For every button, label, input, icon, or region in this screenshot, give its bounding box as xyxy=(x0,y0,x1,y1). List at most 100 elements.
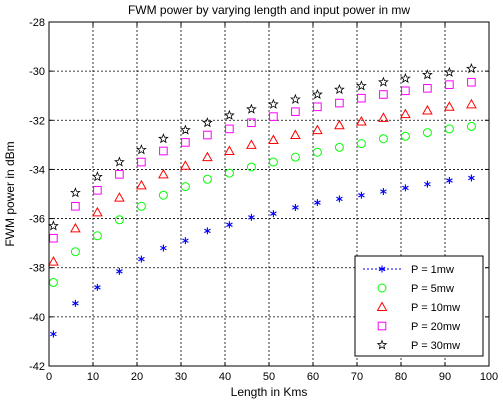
data-point xyxy=(136,144,147,155)
data-point xyxy=(424,180,431,188)
x-tick-label: 50 xyxy=(263,371,275,383)
data-point xyxy=(114,192,125,202)
data-point xyxy=(202,117,213,128)
data-point xyxy=(334,142,344,152)
series-5 xyxy=(48,63,477,231)
series-4 xyxy=(49,77,476,243)
marker-stroke xyxy=(94,285,101,290)
data-point xyxy=(158,133,169,144)
legend: P = 1mw P = 5mw P = 10mw P = 20mw P = 30mw xyxy=(354,255,484,357)
data-point xyxy=(92,231,102,241)
marker-stroke xyxy=(50,331,57,337)
data-point xyxy=(270,210,277,218)
marker-stroke xyxy=(204,228,211,234)
data-point xyxy=(116,267,123,275)
data-point xyxy=(312,88,323,100)
marker-stroke xyxy=(336,196,343,202)
marker-stroke xyxy=(378,266,386,272)
data-point xyxy=(380,188,387,196)
legend-marker xyxy=(377,283,387,293)
data-point xyxy=(422,128,432,138)
data-point xyxy=(336,195,343,203)
data-point xyxy=(268,134,279,144)
x-tick-label: 40 xyxy=(219,371,231,383)
marker-stroke xyxy=(358,193,365,198)
data-point xyxy=(246,162,256,172)
y-tick-label: -42 xyxy=(29,361,45,373)
data-point xyxy=(136,201,146,211)
y-axis-title: FWM power in dBm xyxy=(3,141,17,246)
legend-marker xyxy=(377,321,387,331)
data-point xyxy=(204,227,211,235)
data-point xyxy=(356,115,367,126)
x-tick-label: 70 xyxy=(351,371,363,383)
data-point xyxy=(70,222,81,233)
marker-stroke xyxy=(446,178,453,183)
data-point xyxy=(444,124,454,134)
data-point xyxy=(444,66,455,77)
data-point xyxy=(71,201,80,211)
data-point xyxy=(466,121,476,131)
data-point xyxy=(400,131,410,141)
data-point xyxy=(159,146,168,156)
data-point xyxy=(292,204,299,212)
y-tick-label: -30 xyxy=(29,66,45,78)
data-point xyxy=(49,233,58,243)
data-point xyxy=(70,187,81,198)
y-tick-label: -36 xyxy=(29,214,45,226)
data-point xyxy=(180,124,191,135)
grid xyxy=(49,22,489,366)
marker-stroke xyxy=(424,181,431,187)
marker-stroke xyxy=(380,189,387,194)
data-point xyxy=(202,151,213,162)
x-axis-title: Length in Kms xyxy=(231,385,308,399)
data-point xyxy=(248,213,255,221)
data-point xyxy=(445,80,454,89)
marker-stroke xyxy=(248,215,255,220)
x-tick-label: 90 xyxy=(439,371,451,383)
data-point xyxy=(114,156,125,167)
series-1 xyxy=(50,174,475,338)
data-point xyxy=(468,174,475,182)
data-point xyxy=(312,124,323,135)
legend-marker xyxy=(376,339,388,350)
data-point xyxy=(313,102,322,112)
marker-stroke xyxy=(226,222,233,227)
series-2 xyxy=(48,121,476,287)
data-point xyxy=(182,237,189,245)
data-point xyxy=(466,98,477,109)
data-point xyxy=(268,157,278,167)
data-point xyxy=(180,182,190,192)
data-point xyxy=(203,130,212,140)
y-tick-label: -32 xyxy=(29,115,45,127)
y-tick-label: -38 xyxy=(29,263,45,275)
data-point xyxy=(246,103,257,114)
data-point xyxy=(268,98,279,109)
data-marks xyxy=(48,63,477,338)
legend-marker xyxy=(376,301,388,311)
marker-stroke xyxy=(116,269,123,274)
data-point xyxy=(422,104,433,115)
data-point xyxy=(50,330,57,338)
x-tick-label: 30 xyxy=(175,371,187,383)
data-point xyxy=(378,76,389,87)
data-point xyxy=(158,190,168,200)
data-point xyxy=(246,139,257,149)
marker-stroke xyxy=(72,301,79,306)
data-point xyxy=(379,90,388,99)
legend-label: P = 5mw xyxy=(411,283,454,295)
x-tick-label: 100 xyxy=(480,371,498,383)
data-point xyxy=(466,63,477,74)
data-point xyxy=(114,215,124,225)
data-point xyxy=(138,255,145,263)
marker-stroke xyxy=(138,256,145,262)
y-tick-label: -40 xyxy=(29,312,45,324)
data-point xyxy=(160,244,167,252)
data-point xyxy=(290,152,300,162)
data-point xyxy=(269,112,278,121)
x-tick-label: 20 xyxy=(131,371,143,383)
data-point xyxy=(334,83,345,95)
legend-label: P = 30mw xyxy=(411,340,460,352)
data-point xyxy=(446,176,453,184)
